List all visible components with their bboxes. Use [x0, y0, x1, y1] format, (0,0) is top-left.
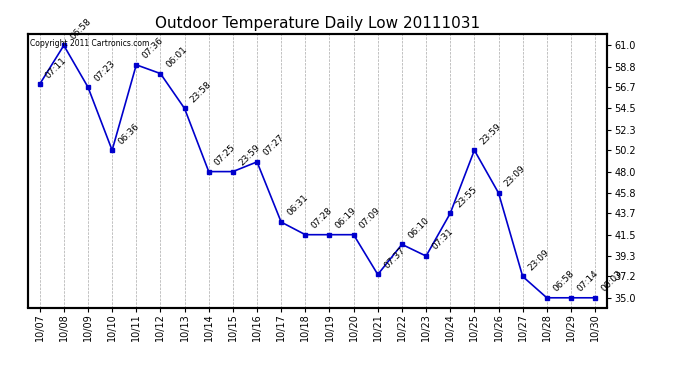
Text: 06:36: 06:36	[117, 122, 141, 146]
Text: 07:25: 07:25	[213, 143, 237, 167]
Text: 07:37: 07:37	[382, 246, 406, 270]
Text: 23:59: 23:59	[479, 122, 503, 146]
Text: 07:28: 07:28	[310, 206, 334, 231]
Text: 23:55: 23:55	[455, 184, 479, 209]
Text: 07:23: 07:23	[92, 58, 117, 83]
Text: 06:31: 06:31	[286, 193, 310, 218]
Text: 07:09: 07:09	[358, 206, 382, 231]
Text: Copyright 2011 Cartronics.com: Copyright 2011 Cartronics.com	[30, 39, 150, 48]
Text: 06:19: 06:19	[334, 206, 358, 231]
Text: 06:01: 06:01	[165, 45, 189, 69]
Text: 23:09: 23:09	[503, 164, 527, 189]
Text: 07:27: 07:27	[262, 133, 286, 158]
Text: 07:31: 07:31	[431, 227, 455, 252]
Text: 23:59: 23:59	[237, 143, 262, 167]
Text: 07:36: 07:36	[141, 36, 165, 61]
Text: 00:03: 00:03	[600, 269, 624, 294]
Text: 06:58: 06:58	[68, 16, 92, 41]
Text: 07:11: 07:11	[44, 56, 68, 80]
Text: 07:14: 07:14	[575, 269, 600, 294]
Text: 06:58: 06:58	[551, 269, 575, 294]
Title: Outdoor Temperature Daily Low 20111031: Outdoor Temperature Daily Low 20111031	[155, 16, 480, 31]
Text: 23:58: 23:58	[189, 80, 213, 104]
Text: 23:09: 23:09	[527, 248, 551, 272]
Text: 06:10: 06:10	[406, 216, 431, 240]
